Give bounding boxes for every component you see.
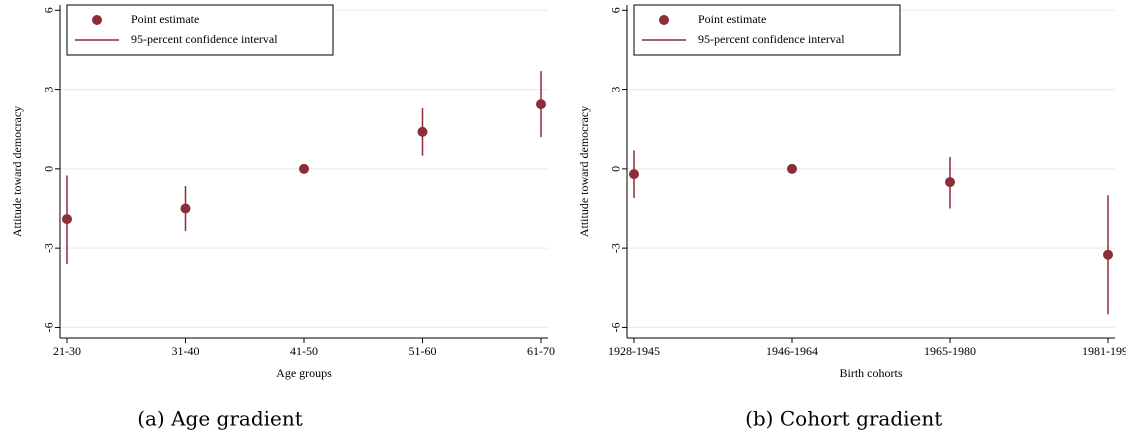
y-tick-label: -3 (42, 243, 56, 253)
y-tick-label: 3 (609, 87, 623, 93)
y-tick-label: 3 (42, 87, 56, 93)
x-tick-label: 1946-1964 (766, 344, 818, 358)
x-tick-label: 1981-1996 (1082, 344, 1126, 358)
legend-box (66, 4, 334, 56)
legend-label: 95-percent confidence interval (698, 32, 845, 46)
legend-point (92, 15, 102, 25)
caption: (a) Age gradient (137, 407, 303, 431)
point-estimate (945, 177, 955, 188)
x-tick-label: 1965-1980 (924, 344, 976, 358)
y-tick-label: 6 (42, 7, 56, 13)
point-estimate (417, 126, 428, 137)
legend-label: Point estimate (698, 12, 766, 26)
point-estimate (536, 99, 546, 110)
x-axis-label: Age groups (276, 366, 332, 380)
x-tick-label: 41-50 (290, 344, 318, 358)
y-tick-label: 0 (42, 166, 56, 172)
legend-label: 95-percent confidence interval (131, 32, 278, 46)
y-tick-label: -3 (609, 243, 623, 253)
y-axis-label: Attitude toward democracy (10, 106, 24, 237)
x-tick-label: 61-70 (527, 344, 555, 358)
point-estimate (62, 214, 72, 225)
point-estimate (1103, 249, 1113, 260)
x-tick-label: 21-30 (53, 344, 81, 358)
y-tick-label: -6 (42, 322, 56, 332)
legend-box (633, 4, 901, 56)
legend-label: Point estimate (131, 12, 199, 26)
x-axis-label: Birth cohorts (840, 366, 903, 380)
x-tick-label: 31-40 (172, 344, 200, 358)
point-estimate (787, 163, 797, 174)
y-tick-label: 6 (609, 7, 623, 13)
x-tick-label: 1928-1945 (608, 344, 660, 358)
legend-point (659, 15, 669, 25)
y-tick-label: -6 (609, 322, 623, 332)
point-estimate (299, 163, 309, 174)
y-axis-label: Attitude toward democracy (577, 106, 591, 237)
point-estimate (629, 169, 639, 180)
caption: (b) Cohort gradient (745, 407, 942, 431)
x-tick-label: 51-60 (409, 344, 437, 358)
y-tick-label: 0 (609, 166, 623, 172)
point-estimate (180, 203, 191, 214)
